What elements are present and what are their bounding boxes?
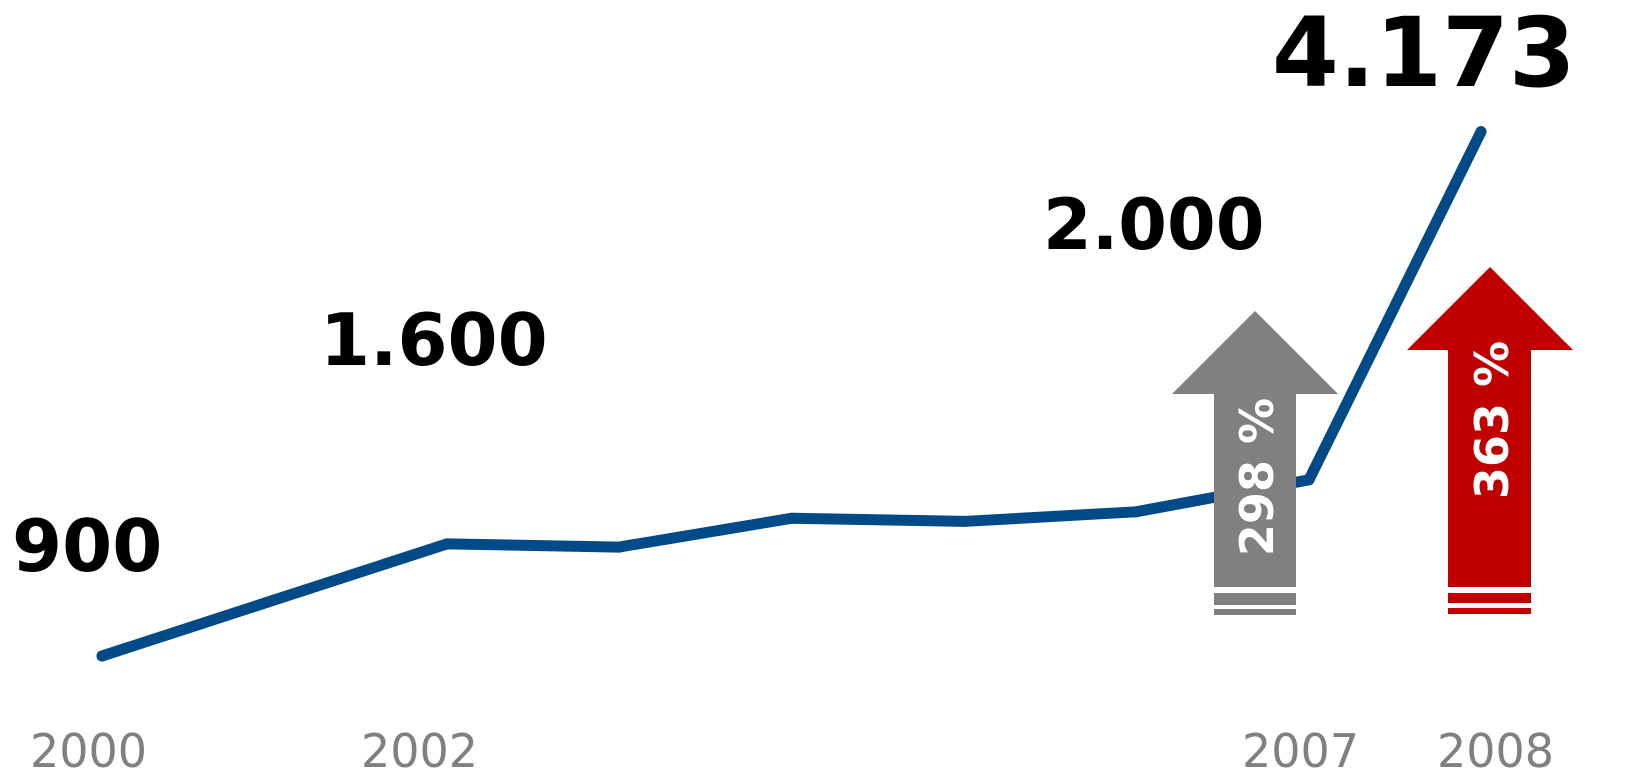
growth-arrow-298: 298 % — [1172, 311, 1338, 615]
data-label-4173: 4.173 — [1272, 0, 1576, 109]
data-point-2002 — [613, 541, 625, 553]
data-point-2003 — [786, 512, 798, 524]
data-label-900: 900 — [12, 504, 162, 588]
data-point-2004 — [958, 515, 970, 527]
data-label-2000: 2.000 — [1043, 184, 1264, 266]
growth-arrow-363: 363 % — [1407, 267, 1573, 614]
x-tick-label-2007: 2007 — [1242, 724, 1359, 773]
x-tick-label-2000: 2000 — [30, 724, 147, 773]
arrow-label-363: 363 % — [1465, 341, 1519, 499]
x-tick-label-2002: 2002 — [361, 724, 478, 773]
arrow-base-stripe — [1214, 593, 1296, 605]
data-point-2007 — [1475, 126, 1487, 138]
data-label-1600: 1.600 — [320, 298, 548, 382]
data-point-2006 — [1303, 474, 1315, 486]
data-point-2001 — [441, 538, 453, 550]
data-point-2000 — [96, 650, 108, 662]
arrow-base-stripe — [1448, 608, 1531, 614]
arrow-label-298: 298 % — [1230, 398, 1284, 556]
x-tick-label-2008: 2008 — [1437, 724, 1554, 773]
data-point-2005 — [1130, 506, 1142, 518]
arrow-base-stripe — [1448, 593, 1531, 603]
arrow-base-stripe — [1214, 609, 1296, 615]
